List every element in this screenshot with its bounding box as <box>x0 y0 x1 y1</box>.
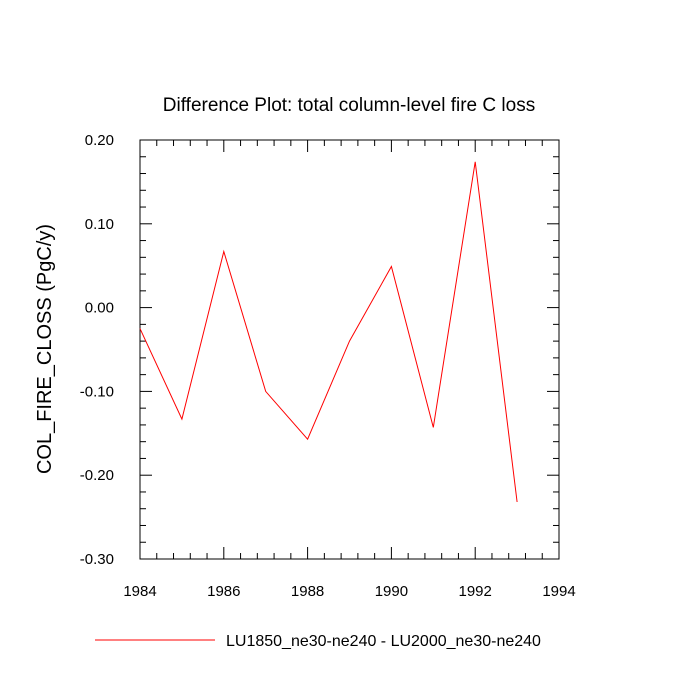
x-tick-label: 1988 <box>291 583 324 600</box>
y-tick-label: 0.00 <box>85 300 114 317</box>
series-line <box>139 161 518 503</box>
x-tick-label: 1990 <box>375 583 408 600</box>
legend-series-label: LU1850_ne30-ne240 - LU2000_ne30-ne240 <box>226 633 541 650</box>
y-tick-label: -0.10 <box>80 383 114 400</box>
plot-frame <box>139 139 560 560</box>
legend: LU1850_ne30-ne240 - LU2000_ne30-ne240 <box>95 633 541 650</box>
axis-ticks <box>139 139 560 560</box>
x-tick-label: 1992 <box>459 583 492 600</box>
y-tick-label: -0.30 <box>80 551 114 568</box>
y-tick-label: 0.10 <box>85 216 114 233</box>
x-tick-label: 1984 <box>123 583 156 600</box>
series-group <box>139 161 518 503</box>
x-tick-label: 1986 <box>207 583 240 600</box>
x-axis-tick-labels: 1984 1986 1988 1990 1992 1994 <box>123 583 575 600</box>
y-tick-label: 0.20 <box>85 132 114 149</box>
y-axis-label: COL_FIRE_CLOSS (PgC/y) <box>34 224 56 474</box>
chart-title: Difference Plot: total column-level fire… <box>163 95 535 116</box>
y-tick-label: -0.20 <box>80 467 114 484</box>
x-tick-label: 1994 <box>542 583 575 600</box>
y-axis-tick-labels: 0.20 0.10 0.00 -0.10 -0.20 -0.30 <box>80 132 114 568</box>
